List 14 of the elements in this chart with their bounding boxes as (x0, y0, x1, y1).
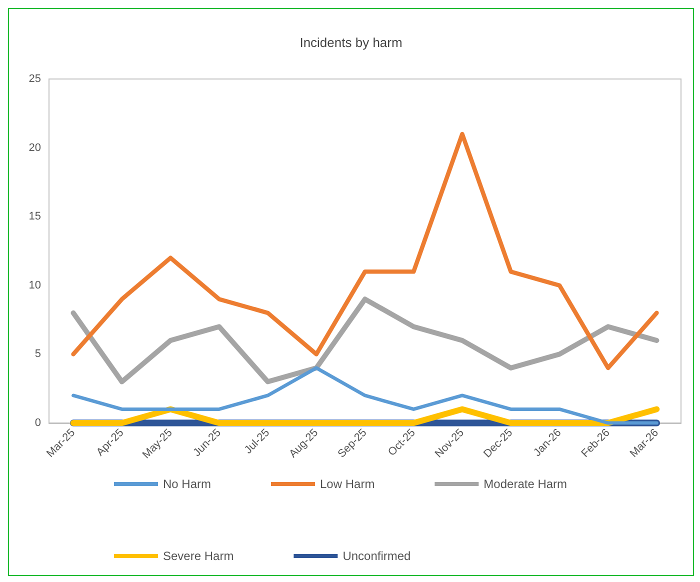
y-tick-label: 10 (28, 279, 41, 292)
y-tick-label: 5 (34, 348, 41, 360)
y-tick-label: 20 (28, 142, 41, 154)
y-tick-label: 15 (28, 210, 41, 223)
legend-label: Moderate Harm (484, 477, 568, 491)
legend-label: No Harm (163, 477, 212, 491)
line-series (72, 366, 658, 425)
legend-label: Severe Harm (163, 549, 234, 563)
y-tick-label: 0 (34, 417, 41, 429)
chart-title: Incidents by harm (300, 35, 402, 50)
y-tick-label: 25 (28, 73, 41, 85)
legend-label: Unconfirmed (342, 549, 411, 563)
line-series (71, 132, 659, 370)
legend-label: Low Harm (320, 477, 375, 491)
